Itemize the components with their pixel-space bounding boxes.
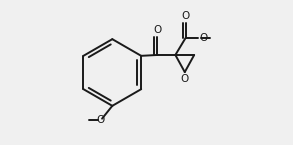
Text: O: O [181, 74, 189, 84]
Text: O: O [96, 115, 105, 125]
Text: O: O [199, 33, 207, 43]
Text: O: O [181, 11, 190, 21]
Text: O: O [153, 25, 161, 35]
